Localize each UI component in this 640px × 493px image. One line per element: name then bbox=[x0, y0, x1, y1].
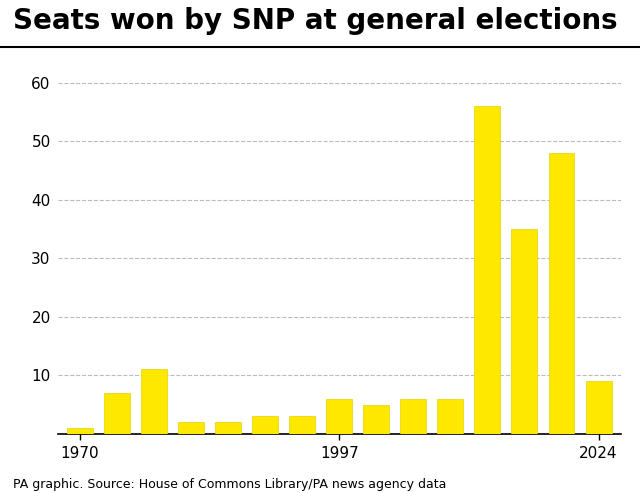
Bar bbox=[401, 399, 426, 434]
Bar bbox=[252, 416, 278, 434]
Bar bbox=[474, 106, 500, 434]
Text: PA graphic. Source: House of Commons Library/PA news agency data: PA graphic. Source: House of Commons Lib… bbox=[13, 478, 446, 491]
Bar bbox=[178, 422, 204, 434]
Bar bbox=[326, 399, 352, 434]
Text: Seats won by SNP at general elections: Seats won by SNP at general elections bbox=[13, 6, 618, 35]
Bar bbox=[548, 153, 575, 434]
Bar bbox=[511, 229, 538, 434]
Bar bbox=[215, 422, 241, 434]
Bar bbox=[141, 369, 167, 434]
Bar bbox=[364, 405, 389, 434]
Bar bbox=[437, 399, 463, 434]
Bar bbox=[104, 393, 130, 434]
Bar bbox=[67, 428, 93, 434]
Bar bbox=[586, 381, 612, 434]
Bar bbox=[289, 416, 315, 434]
